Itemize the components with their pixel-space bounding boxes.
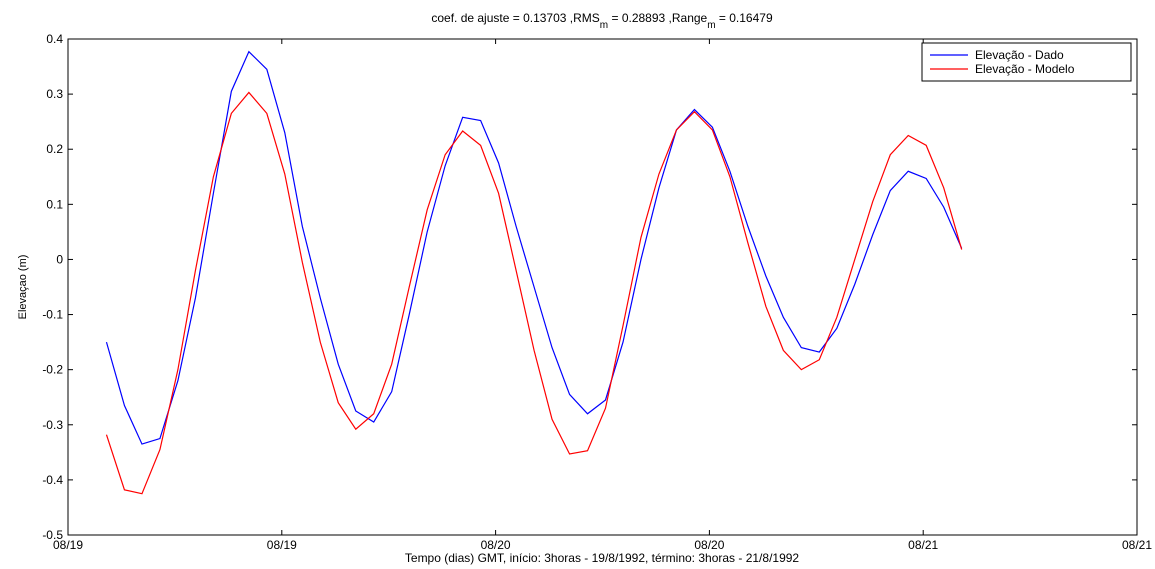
y-tick-label: 0 <box>56 252 63 266</box>
x-tick-label: 08/20 <box>481 538 511 552</box>
plot-area <box>67 38 1138 536</box>
x-tick-label: 08/19 <box>53 538 83 552</box>
y-tick-label: -0.3 <box>42 418 63 432</box>
y-tick-label: -0.5 <box>42 528 63 542</box>
y-axis-label: Elevaçao (m) <box>17 255 29 320</box>
title-part: m <box>707 20 715 31</box>
legend-label: Elevação - Dado <box>975 48 1064 62</box>
x-axis-label: Tempo (dias) GMT, início: 3horas - 19/8/… <box>405 551 800 565</box>
x-tick-label: 08/20 <box>694 538 724 552</box>
title-part: m <box>600 20 608 31</box>
x-tick-label: 08/21 <box>908 538 938 552</box>
legend-box <box>921 42 1132 82</box>
y-tick-label: 0.3 <box>46 87 63 101</box>
y-tick-label: 0.4 <box>46 32 63 46</box>
y-tick-label: -0.1 <box>42 308 63 322</box>
title-part: = 0.16479 <box>716 11 773 25</box>
y-tick-label: -0.4 <box>42 473 63 487</box>
x-tick-label: 08/21 <box>1122 538 1152 552</box>
chart-title: coef. de ajuste = 0.13703 ,RMSm = 0.2889… <box>431 11 773 31</box>
y-tick-label: -0.2 <box>42 363 63 377</box>
x-tick-label: 08/19 <box>267 538 297 552</box>
y-tick-label: 0.2 <box>46 142 63 156</box>
legend-label: Elevação - Modelo <box>975 62 1075 76</box>
y-tick-label: 0.1 <box>46 197 63 211</box>
title-part: = 0.28893 ,Range <box>608 11 707 25</box>
data-line <box>105 50 963 445</box>
data-line <box>105 91 963 495</box>
title-part: coef. de ajuste = 0.13703 ,RMS <box>431 11 599 25</box>
